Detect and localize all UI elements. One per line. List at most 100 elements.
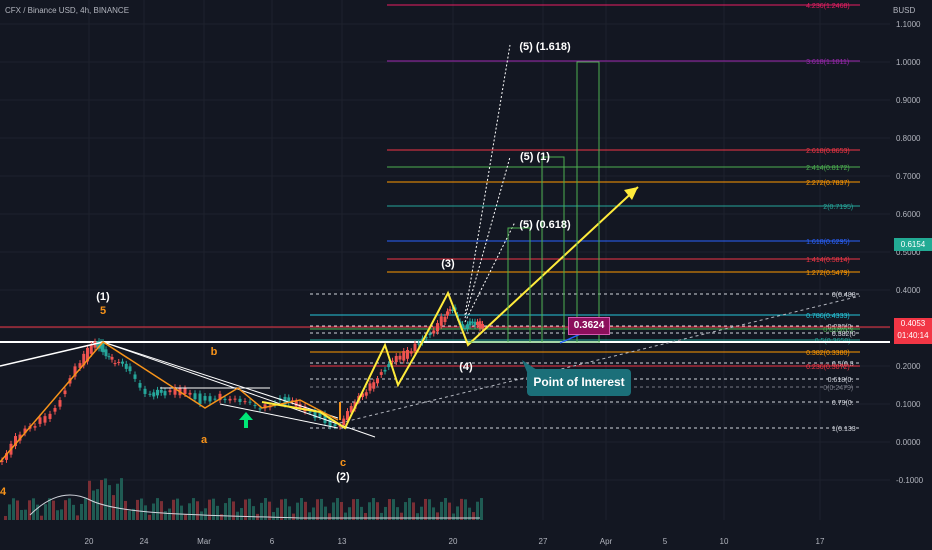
volume-bar	[316, 499, 319, 520]
volume-bar	[72, 504, 75, 520]
wave-label: a	[201, 434, 208, 446]
volume-bar	[272, 512, 275, 520]
volume-bar	[372, 498, 375, 520]
candle-body	[23, 428, 27, 434]
candle-body	[63, 390, 67, 395]
time-axis-label: 20	[85, 537, 94, 546]
volume-bar	[56, 510, 59, 520]
candle-body	[152, 392, 156, 397]
candle-body	[461, 324, 464, 329]
volume-bar	[208, 499, 211, 520]
candle-body	[436, 323, 439, 332]
volume-bar	[328, 513, 331, 520]
candle-body	[156, 389, 159, 396]
fib-label: 2.414(0.8172)	[806, 165, 850, 172]
volume-bar	[436, 512, 439, 520]
volume-bar	[336, 498, 339, 520]
volume-bar	[196, 501, 199, 520]
candle-body	[113, 363, 117, 365]
time-axis-label: 24	[140, 537, 149, 546]
candle-body	[248, 401, 252, 403]
volume-bar	[400, 512, 403, 520]
volume-bar	[368, 502, 371, 520]
volume-bar	[48, 498, 51, 520]
candle-body	[323, 413, 327, 424]
wave-label: 4	[0, 486, 7, 498]
volume-bar	[12, 498, 15, 520]
point-of-interest-callout[interactable]: Point of Interest	[527, 369, 631, 396]
volume-bar	[212, 498, 215, 520]
volume-bar	[480, 498, 483, 520]
candle-body	[372, 382, 376, 389]
volume-bar	[100, 480, 103, 520]
volume-bar	[156, 498, 159, 520]
volume-bar	[464, 499, 467, 520]
candle-body	[471, 321, 474, 323]
volume-bar	[28, 500, 31, 520]
wave-label: (5) (1.618)	[519, 41, 571, 53]
candle-body	[117, 361, 121, 363]
price-axis-label: 0.9000	[896, 96, 921, 105]
volume-bar	[20, 509, 23, 520]
volume-bar	[128, 510, 131, 520]
candle-body	[406, 349, 409, 359]
candle-body	[364, 392, 368, 396]
volume-bar	[124, 500, 127, 520]
volume-bar	[188, 503, 191, 520]
wave-label: 5	[100, 305, 106, 317]
price-tag[interactable]: 0.3624	[568, 317, 610, 335]
fib-label: 4.236(1.2468)	[806, 3, 850, 10]
volume-bar	[144, 505, 147, 520]
candle-body	[417, 343, 421, 345]
projection-1618	[464, 44, 511, 316]
volume-bar	[284, 498, 287, 520]
candle-body	[198, 393, 202, 404]
volume-bar	[168, 508, 171, 520]
volume-bar	[216, 505, 219, 520]
wave-label: (5) (1)	[520, 151, 550, 163]
candle-body	[82, 353, 86, 366]
volume-bar	[232, 501, 235, 520]
volume-bar	[244, 499, 247, 520]
volume-bar	[64, 500, 67, 520]
volume-bar	[448, 502, 451, 520]
wave-label: (3)	[441, 258, 455, 270]
candle-body	[33, 426, 37, 428]
candle-body	[258, 408, 262, 410]
time-axis-label: 5	[663, 537, 668, 546]
candle-body	[346, 411, 349, 421]
candle-body	[43, 416, 47, 423]
candle-body	[318, 412, 322, 417]
time-axis-label: 20	[449, 537, 458, 546]
candle-body	[97, 341, 101, 349]
candle-body	[368, 383, 372, 391]
volume-bar	[148, 514, 151, 520]
volume-bar	[300, 498, 303, 520]
volume-bar	[16, 500, 19, 520]
volume-bar	[408, 498, 411, 520]
candle-body	[89, 345, 93, 354]
volume-bar	[468, 507, 471, 520]
fib-label: 1.618(0.6295)	[806, 239, 850, 246]
yellow-impulse-path	[261, 186, 639, 430]
candle-body	[446, 311, 449, 316]
volume-bar	[432, 507, 435, 520]
volume-bar	[132, 508, 135, 520]
time-axis-label: Apr	[600, 537, 613, 546]
volume-bar	[140, 498, 143, 520]
volume-bar	[200, 511, 203, 520]
candle-body	[328, 417, 332, 427]
volume-bar	[324, 506, 327, 520]
volume-bar	[332, 502, 335, 520]
wave-label: c	[340, 457, 346, 469]
volume-bar	[264, 498, 267, 520]
candle-body	[451, 309, 454, 311]
candle-body	[387, 364, 391, 368]
volume-bar	[52, 500, 55, 520]
fib-label: 2.272(0.7837)	[806, 180, 850, 187]
volume-bar	[292, 513, 295, 520]
projection-0618	[464, 221, 516, 323]
candle-body	[168, 390, 172, 393]
volume-bar	[84, 498, 87, 520]
